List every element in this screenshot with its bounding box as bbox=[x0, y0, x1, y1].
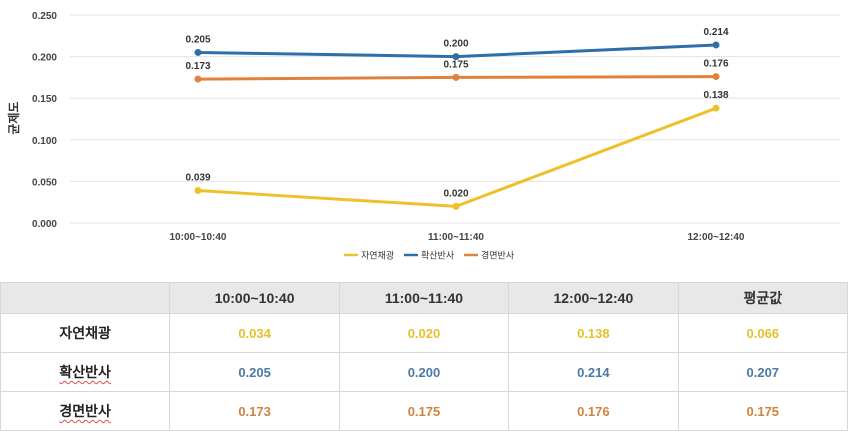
data-label: 0.175 bbox=[443, 59, 468, 70]
y-tick-label: 0.150 bbox=[32, 94, 57, 105]
series-lines bbox=[194, 41, 720, 210]
data-table: 10:00~10:40 11:00~11:40 12:00~12:40 평균값 … bbox=[0, 282, 848, 431]
legend-label: 확산반사 bbox=[421, 250, 455, 261]
data-label: 0.176 bbox=[703, 59, 728, 70]
table-row-label: 경면반사 bbox=[0, 391, 171, 431]
data-point bbox=[712, 41, 720, 49]
y-tick-label: 0.000 bbox=[32, 219, 57, 230]
y-tick-label: 0.050 bbox=[32, 177, 57, 188]
table-cell: 0.034 bbox=[169, 313, 340, 353]
x-tick-label: 12:00~12:40 bbox=[688, 232, 745, 243]
table-row-label: 확산반사 bbox=[0, 352, 171, 392]
y-tick-label: 0.200 bbox=[32, 53, 57, 64]
y-tick-label: 0.100 bbox=[32, 136, 57, 147]
data-point bbox=[194, 75, 202, 83]
table-cell: 0.173 bbox=[169, 391, 340, 431]
table-cell: 0.138 bbox=[508, 313, 679, 353]
table-header-cell: 평균값 bbox=[677, 282, 848, 314]
table-row-label: 자연채광 bbox=[0, 313, 171, 353]
line-chart: 0.000 0.050 0.100 0.150 0.200 0.250 균제도 10:00… bbox=[7, 11, 840, 261]
table-cell: 0.066 bbox=[677, 313, 848, 353]
table-row: 확산반사 0.205 0.200 0.214 0.207 bbox=[0, 352, 848, 392]
table-header-cell: 11:00~11:40 bbox=[338, 282, 510, 314]
table-cell: 0.020 bbox=[338, 313, 510, 353]
x-tick-label: 10:00~10:40 bbox=[170, 232, 227, 243]
y-axis-label: 균제도 bbox=[7, 101, 21, 134]
table-header-row: 10:00~10:40 11:00~11:40 12:00~12:40 평균값 bbox=[0, 282, 848, 314]
table-cell: 0.176 bbox=[508, 391, 679, 431]
data-point bbox=[712, 73, 720, 81]
table-header-cell: 12:00~12:40 bbox=[508, 282, 679, 314]
data-point bbox=[712, 104, 720, 112]
x-tick-label: 11:00~11:40 bbox=[428, 232, 484, 243]
table-header-corner bbox=[0, 282, 171, 314]
legend: 자연채광 확산반사 경면반사 bbox=[344, 250, 515, 261]
data-point bbox=[194, 48, 202, 56]
data-label: 0.205 bbox=[185, 34, 210, 45]
table-row: 자연채광 0.034 0.020 0.138 0.066 bbox=[0, 313, 848, 353]
data-point bbox=[194, 187, 202, 195]
table-row: 경면반사 0.173 0.175 0.176 0.175 bbox=[0, 391, 848, 431]
table-cell: 0.175 bbox=[677, 391, 848, 431]
table-cell: 0.175 bbox=[338, 391, 510, 431]
legend-label: 경면반사 bbox=[481, 250, 515, 261]
data-point bbox=[452, 53, 460, 61]
table-cell: 0.205 bbox=[169, 352, 340, 392]
table-cell: 0.214 bbox=[508, 352, 679, 392]
data-label: 0.173 bbox=[185, 61, 210, 72]
data-label: 0.200 bbox=[443, 39, 468, 50]
data-point bbox=[452, 202, 460, 210]
data-label: 0.039 bbox=[185, 173, 210, 184]
data-point bbox=[452, 73, 460, 81]
data-label: 0.138 bbox=[703, 90, 728, 101]
legend-label: 자연채광 bbox=[361, 250, 394, 261]
y-axis-ticks: 0.000 0.050 0.100 0.150 0.200 0.250 bbox=[32, 11, 57, 230]
data-label: 0.214 bbox=[703, 27, 728, 38]
table-header-cell: 10:00~10:40 bbox=[169, 282, 340, 314]
x-axis-ticks: 10:00~10:40 11:00~11:40 12:00~12:40 bbox=[170, 232, 745, 243]
y-tick-label: 0.250 bbox=[32, 11, 57, 22]
data-label: 0.020 bbox=[443, 188, 468, 199]
table-cell: 0.200 bbox=[338, 352, 510, 392]
data-labels: 0.039 0.020 0.138 0.205 0.200 0.214 0.173 0.175… bbox=[185, 27, 728, 199]
table-cell: 0.207 bbox=[677, 352, 848, 392]
